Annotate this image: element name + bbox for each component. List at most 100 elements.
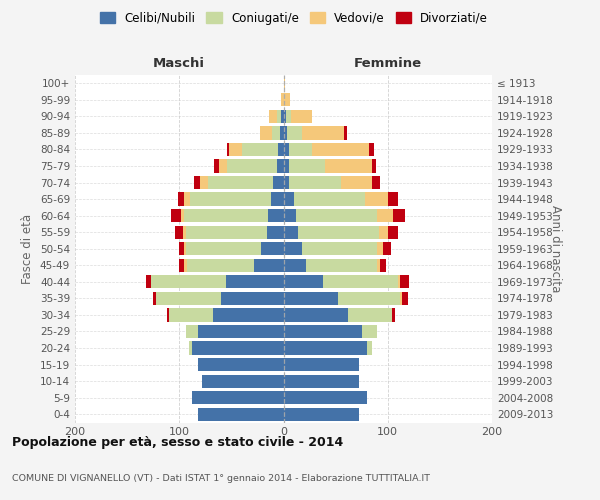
Bar	[184, 192, 190, 205]
Bar	[400, 275, 409, 288]
Bar	[284, 110, 286, 123]
Bar	[260, 126, 272, 140]
Bar	[348, 308, 392, 322]
Bar	[287, 126, 302, 140]
Bar	[227, 143, 229, 156]
Bar	[325, 160, 372, 172]
Bar	[286, 110, 291, 123]
Bar	[284, 391, 367, 404]
Bar	[184, 226, 185, 239]
Bar	[380, 258, 386, 272]
Bar	[341, 176, 372, 189]
Bar	[377, 258, 380, 272]
Bar	[198, 408, 284, 421]
Bar	[229, 143, 242, 156]
Bar	[280, 126, 284, 140]
Bar	[284, 143, 289, 156]
Bar	[281, 93, 284, 106]
Bar	[268, 209, 284, 222]
Bar	[284, 342, 367, 354]
Text: Popolazione per età, sesso e stato civile - 2014: Popolazione per età, sesso e stato civil…	[12, 436, 343, 449]
Bar	[185, 325, 198, 338]
Bar	[388, 226, 398, 239]
Bar	[171, 209, 181, 222]
Bar	[187, 258, 254, 272]
Bar	[192, 391, 284, 404]
Bar	[289, 160, 325, 172]
Bar	[254, 258, 284, 272]
Bar	[169, 308, 212, 322]
Bar	[278, 143, 284, 156]
Bar	[185, 226, 267, 239]
Bar	[212, 308, 284, 322]
Bar	[284, 242, 302, 256]
Bar	[289, 176, 341, 189]
Bar	[298, 226, 379, 239]
Bar	[362, 325, 377, 338]
Bar	[377, 242, 383, 256]
Bar	[377, 209, 393, 222]
Bar	[383, 242, 391, 256]
Bar	[284, 93, 290, 106]
Bar	[277, 110, 281, 123]
Bar	[219, 160, 227, 172]
Bar	[146, 275, 151, 288]
Text: COMUNE DI VIGNANELLO (VT) - Dati ISTAT 1° gennaio 2014 - Elaborazione TUTTITALIA: COMUNE DI VIGNANELLO (VT) - Dati ISTAT 1…	[12, 474, 430, 483]
Bar	[291, 110, 311, 123]
Bar	[267, 226, 284, 239]
Bar	[400, 292, 403, 305]
Bar	[284, 275, 323, 288]
Bar	[188, 342, 192, 354]
Bar	[302, 126, 344, 140]
Bar	[284, 325, 362, 338]
Bar	[284, 209, 296, 222]
Text: Maschi: Maschi	[153, 57, 205, 70]
Bar	[198, 358, 284, 371]
Bar	[178, 192, 184, 205]
Bar	[175, 226, 184, 239]
Bar	[284, 408, 359, 421]
Bar	[153, 292, 157, 305]
Bar	[181, 209, 184, 222]
Bar	[214, 160, 219, 172]
Bar	[379, 226, 388, 239]
Bar	[323, 275, 398, 288]
Bar	[284, 258, 307, 272]
Legend: Celibi/Nubili, Coniugati/e, Vedovi/e, Divorziati/e: Celibi/Nubili, Coniugati/e, Vedovi/e, Di…	[95, 7, 493, 30]
Bar	[289, 143, 311, 156]
Y-axis label: Anni di nascita: Anni di nascita	[549, 205, 562, 292]
Bar	[369, 143, 374, 156]
Bar	[179, 258, 184, 272]
Bar	[190, 192, 271, 205]
Bar	[277, 160, 284, 172]
Bar	[260, 242, 284, 256]
Bar	[157, 292, 221, 305]
Bar	[284, 374, 359, 388]
Bar	[226, 275, 284, 288]
Bar	[344, 126, 347, 140]
Bar	[192, 342, 284, 354]
Bar	[284, 292, 338, 305]
Bar	[269, 110, 277, 123]
Bar	[184, 242, 185, 256]
Bar	[284, 160, 289, 172]
Bar	[221, 292, 284, 305]
Bar	[296, 209, 377, 222]
Bar	[284, 176, 289, 189]
Bar	[184, 258, 187, 272]
Bar	[184, 209, 268, 222]
Bar	[185, 242, 260, 256]
Bar	[294, 192, 365, 205]
Bar	[398, 275, 400, 288]
Bar	[272, 126, 280, 140]
Bar	[302, 242, 377, 256]
Bar	[242, 143, 278, 156]
Bar	[179, 242, 184, 256]
Bar	[151, 275, 226, 288]
Bar	[365, 192, 388, 205]
Bar	[307, 258, 377, 272]
Y-axis label: Fasce di età: Fasce di età	[22, 214, 34, 284]
Bar	[403, 292, 407, 305]
Bar	[208, 176, 273, 189]
Bar	[198, 325, 284, 338]
